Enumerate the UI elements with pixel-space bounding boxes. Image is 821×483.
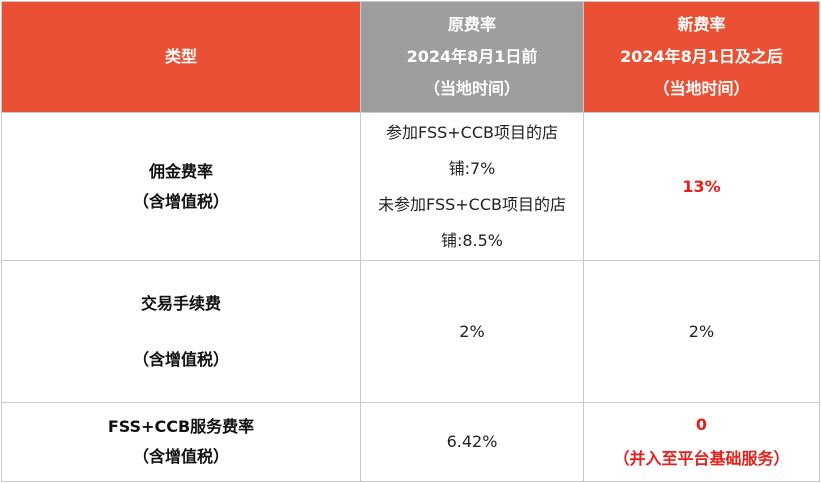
cell-new-transaction: 2% xyxy=(583,260,820,403)
old-rate-service: 6.42% xyxy=(446,432,498,451)
cell-type-service: FSS+CCB服务费率 （含增值税） xyxy=(1,402,361,482)
old-rate-fss-shops: 参加FSS+CCB项目的店铺:7% xyxy=(386,122,558,178)
table-row-transaction: 交易手续费 （含增值税） 2% 2% xyxy=(1,260,820,403)
new-rate-transaction: 2% xyxy=(688,321,715,341)
header-type-label: 类型 xyxy=(164,47,197,66)
header-old-date: 2024年8月1日前 xyxy=(406,47,538,66)
type-vat-note-service: （含增值税） xyxy=(132,447,229,466)
old-rate-transaction: 2% xyxy=(459,321,485,341)
header-new-date: 2024年8月1日及之后 xyxy=(620,47,783,66)
type-vat-note-transaction: （含增值税） xyxy=(132,349,229,369)
header-old-rate: 原费率 2024年8月1日前 （当地时间） xyxy=(360,1,584,113)
type-vat-note-commission: （含增值税） xyxy=(132,191,229,211)
new-rate-service-note: （并入至平台基础服务） xyxy=(613,449,790,468)
header-type: 类型 xyxy=(1,1,361,113)
type-label-transaction: 交易手续费 xyxy=(140,293,221,313)
cell-old-commission: 参加FSS+CCB项目的店铺:7% 未参加FSS+CCB项目的店铺:8.5% xyxy=(360,112,584,261)
type-label-commission: 佣金费率 xyxy=(148,161,213,181)
header-new-tz: （当地时间） xyxy=(653,79,750,98)
table-header-row: 类型 原费率 2024年8月1日前 （当地时间） 新费率 2024年8月1日及之… xyxy=(1,1,820,113)
cell-type-commission: 佣金费率 （含增值税） xyxy=(1,112,361,261)
new-rate-commission: 13% xyxy=(682,176,721,196)
header-old-tz: （当地时间） xyxy=(423,79,520,98)
header-new-rate: 新费率 2024年8月1日及之后 （当地时间） xyxy=(583,1,820,113)
type-label-service: FSS+CCB服务费率 xyxy=(107,417,255,436)
cell-old-transaction: 2% xyxy=(360,260,584,403)
cell-new-service: 0 （并入至平台基础服务） xyxy=(583,402,820,482)
header-old-title: 原费率 xyxy=(447,15,496,34)
cell-old-service: 6.42% xyxy=(360,402,584,482)
header-new-title: 新费率 xyxy=(677,15,726,34)
cell-new-commission: 13% xyxy=(583,112,820,261)
new-rate-service: 0 xyxy=(695,415,708,434)
table-row-commission: 佣金费率 （含增值税） 参加FSS+CCB项目的店铺:7% 未参加FSS+CCB… xyxy=(1,112,820,261)
type-spacer xyxy=(8,319,354,345)
cell-type-transaction: 交易手续费 （含增值税） xyxy=(1,260,361,403)
table-row-service: FSS+CCB服务费率 （含增值税） 6.42% 0 （并入至平台基础服务） xyxy=(1,402,820,482)
old-rate-non-fss-shops: 未参加FSS+CCB项目的店铺:8.5% xyxy=(378,194,566,250)
